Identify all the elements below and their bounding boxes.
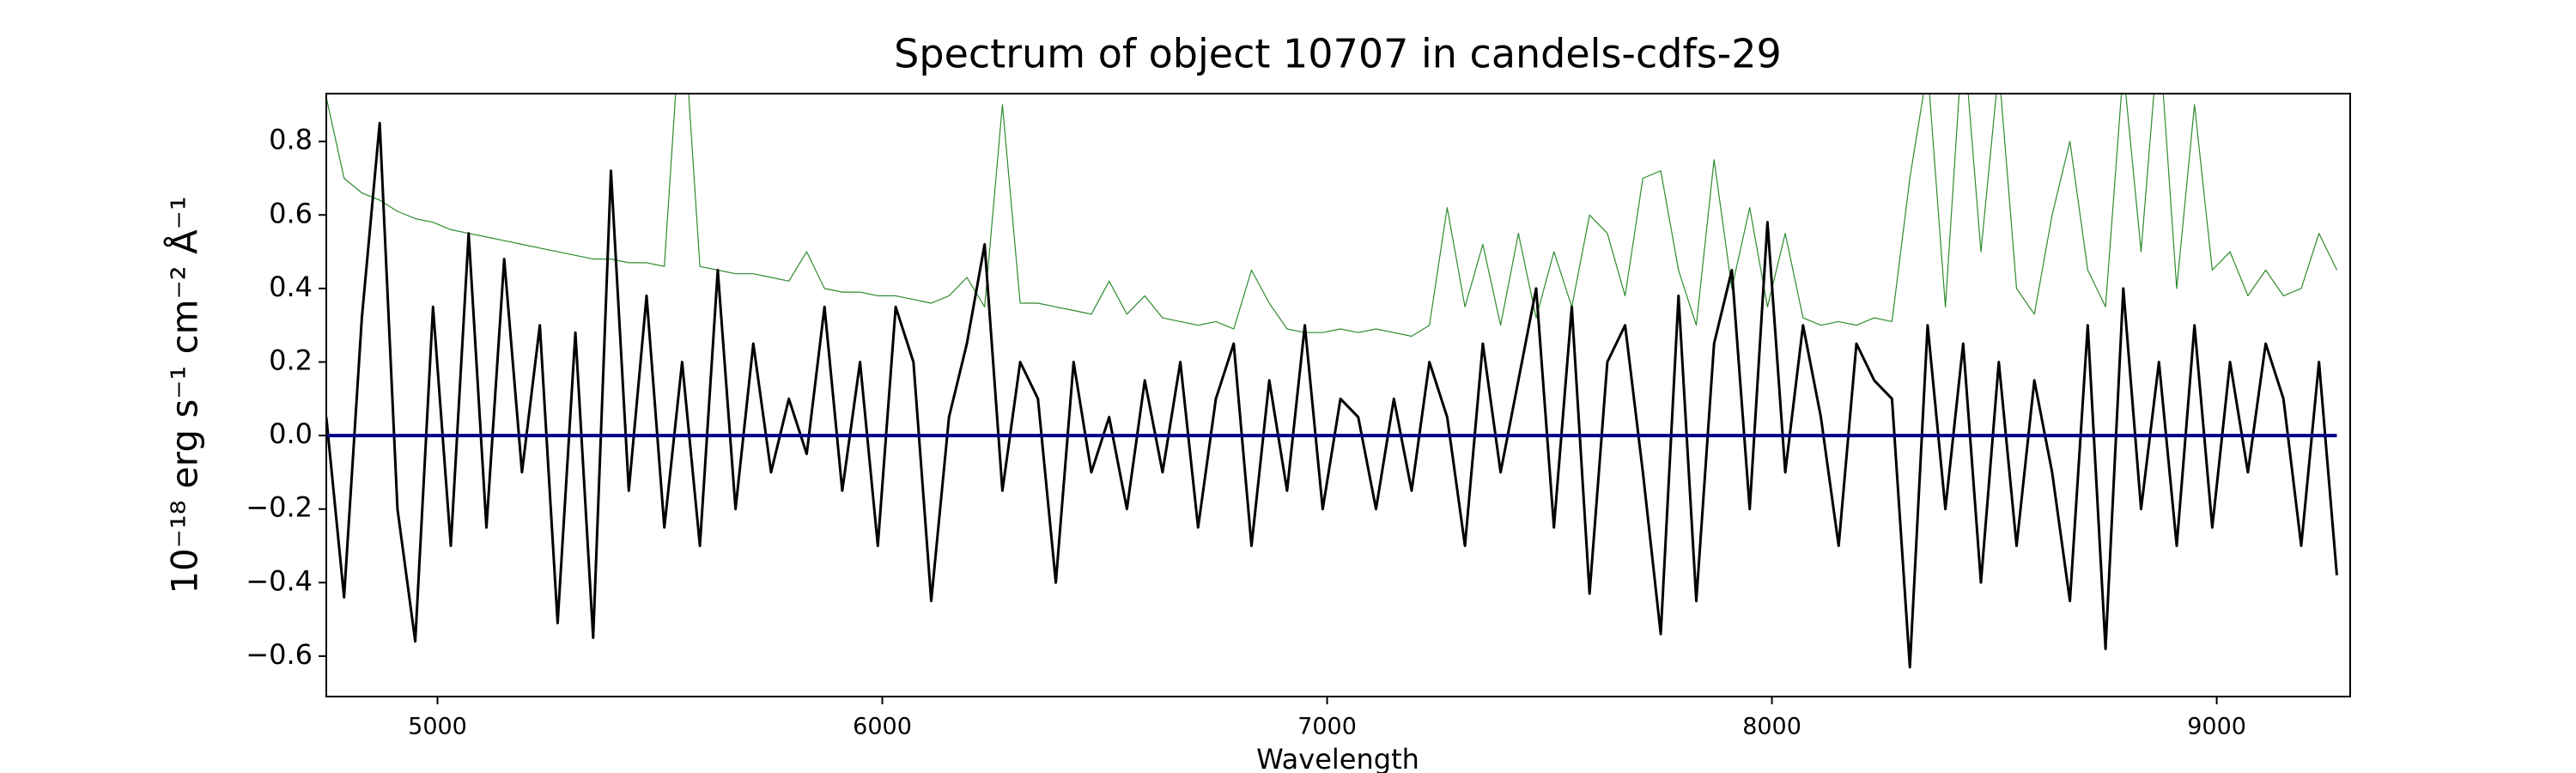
x-tick-label: 9000 xyxy=(2187,714,2246,740)
y-tick-label: −0.4 xyxy=(246,564,313,597)
y-tick-label: 0.6 xyxy=(269,197,313,229)
y-tick-label: 0.2 xyxy=(269,344,313,376)
y-tick-label: 0.4 xyxy=(269,271,313,303)
y-tick-label: 0.8 xyxy=(269,124,313,156)
x-axis-label: Wavelength xyxy=(1256,743,1419,773)
plot-lines xyxy=(326,94,2338,669)
y-tick-label: 0.0 xyxy=(269,417,313,450)
spectrum-line xyxy=(326,121,2338,669)
y-tick-label: −0.2 xyxy=(246,491,313,524)
x-tick-label: 7000 xyxy=(1297,714,1357,740)
x-tick-label: 6000 xyxy=(853,714,912,740)
x-tick-label: 5000 xyxy=(408,714,467,740)
spectrum-line xyxy=(326,94,2338,338)
x-tick-label: 8000 xyxy=(1742,714,1801,740)
plot-frame xyxy=(325,93,2351,697)
y-axis-label: 10⁻¹⁸ erg s⁻¹ cm⁻² Å⁻¹ xyxy=(163,196,206,593)
chart-title: Spectrum of object 10707 in candels-cdfs… xyxy=(894,31,1782,77)
y-tick-label: −0.6 xyxy=(246,638,313,671)
